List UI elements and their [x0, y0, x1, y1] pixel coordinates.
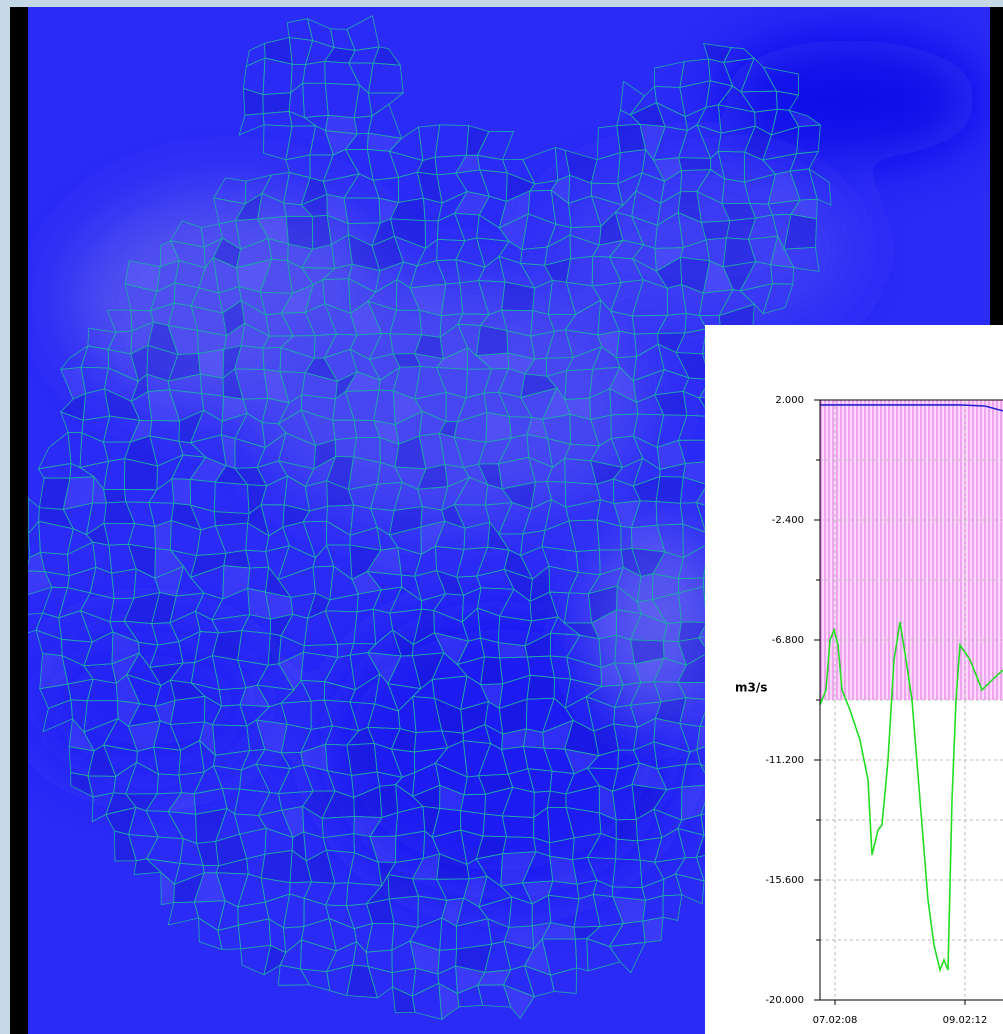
y-tick-label: -2.400 — [772, 515, 804, 526]
y-tick-label: -6.800 — [772, 635, 804, 646]
catchment — [546, 790, 567, 809]
catchment — [526, 674, 555, 700]
left-bar — [10, 7, 28, 1034]
catchment — [674, 873, 705, 905]
catchment — [608, 941, 646, 974]
catchment — [700, 220, 731, 241]
catchment — [475, 324, 509, 357]
x-tick-label: 09.02:12 — [943, 1015, 988, 1026]
series-line — [820, 404, 1003, 412]
catchment — [260, 849, 293, 884]
catchment — [197, 348, 225, 379]
x-tick-label: 07.02:08 — [813, 1015, 858, 1026]
catchment — [550, 967, 578, 994]
catchment — [642, 916, 664, 943]
catchment — [502, 984, 535, 1020]
catchment — [223, 549, 251, 569]
catchment — [655, 476, 684, 504]
right-bar — [990, 7, 1003, 327]
catchment — [262, 92, 292, 114]
catchment — [480, 656, 504, 686]
catchment — [783, 246, 820, 272]
catchment — [103, 489, 127, 504]
y-tick-label: 2.000 — [775, 395, 804, 406]
series-line — [820, 621, 1003, 973]
catchment — [379, 784, 399, 819]
catchment — [523, 728, 545, 749]
y-tick-label: -20.000 — [765, 995, 804, 1006]
catchment — [762, 283, 794, 315]
y-tick-label: -15.600 — [765, 875, 804, 886]
catchment — [171, 478, 192, 506]
map-shading — [30, 40, 980, 900]
plot-area — [820, 400, 1003, 1000]
y-axis-label: m3/s — [735, 681, 767, 695]
catchment — [808, 168, 832, 206]
catchment — [615, 819, 638, 842]
catchment — [662, 894, 683, 921]
band — [820, 400, 1003, 700]
catchment — [346, 742, 378, 776]
catchment — [485, 411, 512, 443]
catchment — [678, 157, 712, 171]
chart: 2.000 -2.400 -6.800 -11.200 -15.600 -20.000 07… — [735, 395, 1003, 1026]
y-tick-label: -11.200 — [765, 755, 804, 766]
